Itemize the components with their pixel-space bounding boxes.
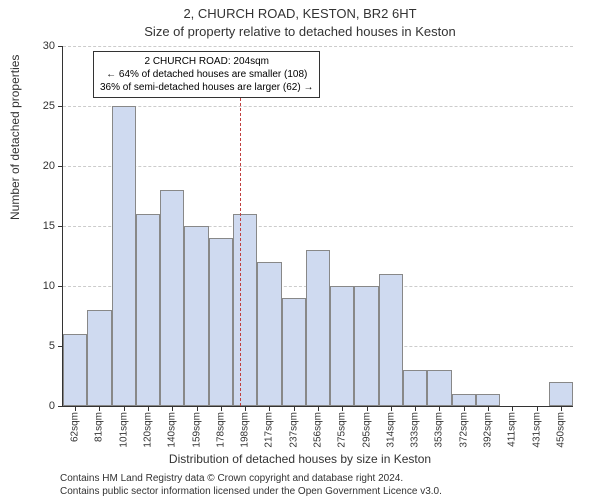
x-tick-label: 217sqm [264,406,275,448]
x-tick-label: 256sqm [313,406,324,448]
x-tick-label: 81sqm [94,406,105,442]
y-tick-label: 20 [25,160,63,172]
x-tick-label: 198sqm [240,406,251,448]
histogram-bar [136,214,160,406]
y-tick-label: 30 [25,40,63,52]
histogram-bar [63,334,87,406]
y-tick-label: 0 [25,400,63,412]
attribution-line-1: Contains HM Land Registry data © Crown c… [60,473,442,486]
x-tick-label: 333sqm [410,406,421,448]
x-tick-label: 392sqm [483,406,494,448]
histogram-bar [282,298,306,406]
y-tick-label: 10 [25,280,63,292]
histogram-bar [112,106,136,406]
x-tick-label: 62sqm [70,406,81,442]
x-tick-label: 275sqm [337,406,348,448]
annotation-line-1: 2 CHURCH ROAD: 204sqm [100,55,313,68]
histogram-bar [233,214,257,406]
annotation-line-2: ← 64% of detached houses are smaller (10… [100,68,313,81]
histogram-bar [330,286,354,406]
x-tick-label: 450sqm [555,406,566,448]
x-tick-label: 178sqm [215,406,226,448]
chart-title-sub: Size of property relative to detached ho… [0,24,600,39]
gridline [63,106,573,107]
x-tick-label: 101sqm [118,406,129,448]
histogram-bar [452,394,476,406]
y-axis-label: Number of detached properties [8,55,22,220]
x-tick-label: 120sqm [143,406,154,448]
x-tick-label: 237sqm [288,406,299,448]
x-tick-label: 140sqm [167,406,178,448]
x-tick-label: 295sqm [361,406,372,448]
histogram-bar [549,382,573,406]
y-tick-label: 15 [25,220,63,232]
x-tick-label: 353sqm [434,406,445,448]
x-tick-label: 411sqm [507,406,518,447]
histogram-bar [476,394,500,406]
y-tick-label: 5 [25,340,63,352]
histogram-bar [87,310,111,406]
chart-container: 2, CHURCH ROAD, KESTON, BR2 6HT Size of … [0,0,600,500]
histogram-bar [379,274,403,406]
histogram-bar [354,286,378,406]
x-tick-label: 159sqm [191,406,202,448]
gridline [63,46,573,47]
y-tick-label: 25 [25,100,63,112]
property-marker-line [240,98,241,406]
annotation-line-3: 36% of semi-detached houses are larger (… [100,81,313,94]
histogram-bar [184,226,208,406]
x-axis-label: Distribution of detached houses by size … [0,452,600,466]
histogram-bar [160,190,184,406]
annotation-box: 2 CHURCH ROAD: 204sqm ← 64% of detached … [93,51,320,98]
gridline [63,166,573,167]
attribution: Contains HM Land Registry data © Crown c… [60,473,442,498]
histogram-bar [403,370,427,406]
histogram-bar [427,370,451,406]
histogram-bar [306,250,330,406]
attribution-line-2: Contains public sector information licen… [60,486,442,499]
x-tick-label: 431sqm [531,406,542,448]
chart-title-main: 2, CHURCH ROAD, KESTON, BR2 6HT [0,6,600,21]
plot-area: 05101520253062sqm81sqm101sqm120sqm140sqm… [62,46,573,407]
histogram-bar [257,262,281,406]
x-tick-label: 372sqm [458,406,469,448]
histogram-bar [209,238,233,406]
x-tick-label: 314sqm [385,406,396,448]
